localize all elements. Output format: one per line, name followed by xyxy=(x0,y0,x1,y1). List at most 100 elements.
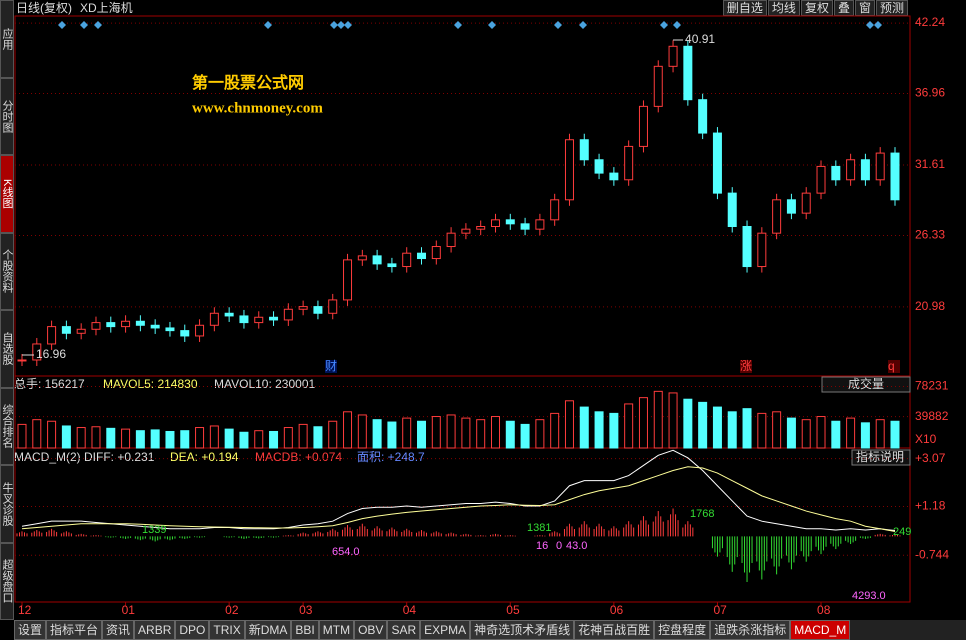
macd-annotation: 1768 xyxy=(690,508,714,520)
volume-bar xyxy=(387,421,397,449)
indicator-tab[interactable]: EXPMA xyxy=(420,620,471,640)
candle-body xyxy=(535,219,545,230)
macd-button: 指标说明 xyxy=(856,449,904,464)
candle-body xyxy=(32,343,42,361)
side-tab[interactable]: 超级盘口 xyxy=(0,542,14,620)
side-tab[interactable]: 牛叉诊股 xyxy=(0,465,14,543)
signal-diamond xyxy=(337,21,345,29)
candle-body xyxy=(579,139,589,161)
tabs: 设置 指标平台 资讯 ARBR DPO TRIX 新DMA BBI MTM OBV SAR EXPMA… xyxy=(14,620,966,640)
indicator-tab[interactable]: 神奇选顶术矛盾线 xyxy=(470,620,575,640)
candle-body xyxy=(76,328,86,334)
y-tick-label: +3.07 xyxy=(915,451,946,465)
volume-bar xyxy=(786,417,796,449)
volume-bar xyxy=(564,400,574,449)
macd-header: DEA: +0.194 xyxy=(170,450,239,464)
x-tick-label: 12 xyxy=(18,603,32,617)
volume-bar xyxy=(579,406,589,449)
volume-bar xyxy=(609,412,619,449)
volume-bar xyxy=(61,425,71,449)
indicator-tab[interactable]: DPO xyxy=(175,620,210,640)
x-tick-label: 02 xyxy=(225,603,239,617)
indicator-tab[interactable]: 设置 xyxy=(14,620,47,640)
candle-body xyxy=(757,232,767,268)
volume-bar xyxy=(224,428,234,449)
indicator-tab[interactable]: ARBR xyxy=(134,620,176,640)
macd-header: 面积: +248.7 xyxy=(357,450,425,464)
side-tab[interactable]: 应用 xyxy=(0,0,14,78)
side-tab[interactable]: 综合排名 xyxy=(0,387,14,465)
volume-bar xyxy=(653,390,663,449)
candle-body xyxy=(313,306,323,314)
side-tab[interactable]: 个股资料 xyxy=(0,232,14,310)
candle-body xyxy=(446,232,456,248)
indicator-tab[interactable]: 花神百战百胜 xyxy=(574,620,655,640)
indicator-tab[interactable]: MTM xyxy=(318,620,355,640)
signal-diamond xyxy=(454,21,462,29)
event-marker: q xyxy=(888,359,895,373)
y-tick-label: 31.61 xyxy=(915,157,945,171)
indicator-tab[interactable]: OBV xyxy=(354,620,388,640)
signal-diamond xyxy=(264,21,272,29)
volume-bar xyxy=(772,411,782,449)
y-tick-label: 26.33 xyxy=(915,228,945,242)
x-tick-label: 08 xyxy=(817,603,831,617)
candle-body xyxy=(860,159,870,181)
indicator-tab[interactable]: 新DMA xyxy=(244,620,292,640)
volume-bar xyxy=(490,416,500,449)
candle-body xyxy=(209,312,219,326)
indicator-tab[interactable]: 控盘程度 xyxy=(654,620,711,640)
volume-bar xyxy=(372,419,382,449)
volume-bar xyxy=(505,420,515,449)
stock: XD上海机 xyxy=(80,1,133,15)
header-button[interactable]: 叠 xyxy=(833,0,854,16)
indicator-tab[interactable]: BBI xyxy=(291,620,319,640)
side-tab[interactable]: K线图 xyxy=(0,155,14,233)
side-tab[interactable]: 分时图 xyxy=(0,77,14,155)
indicator-tab[interactable]: 资讯 xyxy=(102,620,135,640)
indicator-tab[interactable]: 追跌杀涨指标 xyxy=(710,620,791,640)
candle-body xyxy=(195,324,205,337)
macd-dea-line xyxy=(21,466,896,532)
macd-annotation: 16 xyxy=(536,540,548,552)
header: 日线(复权) XD上海机 xyxy=(14,0,910,16)
website: www.chnmoney.com xyxy=(192,100,323,116)
candle-body xyxy=(91,322,101,330)
candle-body xyxy=(698,99,708,134)
side-tab[interactable]: 自选股 xyxy=(0,310,14,388)
candle-body xyxy=(61,326,71,334)
signal-diamond xyxy=(58,21,66,29)
low-label: 16.96 xyxy=(36,347,66,361)
candle-body xyxy=(121,320,131,328)
signal-diamond xyxy=(344,21,352,29)
volume-bar xyxy=(357,414,367,449)
candle-body xyxy=(727,192,737,228)
y-tick-label: 20.98 xyxy=(915,299,945,313)
volume-selector: 成交量 xyxy=(848,376,884,391)
y-tick-label: -0.744 xyxy=(915,547,949,561)
volume-header: MAVOL5: 214830 xyxy=(103,377,198,391)
macd-annotation: 4293.0 xyxy=(852,590,886,602)
volume-bar xyxy=(683,398,693,449)
header-button[interactable]: 复权 xyxy=(800,0,833,16)
macd-annotation: 654.0 xyxy=(332,546,360,558)
candle-body xyxy=(254,316,264,324)
y-tick-label: 42.24 xyxy=(915,15,945,29)
candle-body xyxy=(17,359,27,362)
volume-bar xyxy=(402,417,412,449)
indicator-tab[interactable]: SAR xyxy=(387,620,421,640)
candle-body xyxy=(712,132,722,194)
indicator-tab[interactable]: MACD_M xyxy=(790,620,851,640)
volume-bar xyxy=(165,430,175,449)
header-button[interactable]: 预测 xyxy=(875,0,908,16)
macd-annotation: 0 xyxy=(556,540,562,552)
volume-bar xyxy=(269,430,279,449)
indicator-tab[interactable]: 指标平台 xyxy=(46,620,103,640)
button-box xyxy=(851,449,911,466)
volume-bar xyxy=(209,425,219,449)
candle-body xyxy=(801,192,811,214)
indicator-tab[interactable]: TRIX xyxy=(209,620,245,640)
volume-bar xyxy=(298,423,308,449)
candle-body xyxy=(520,223,530,230)
volume-bar xyxy=(890,420,900,449)
